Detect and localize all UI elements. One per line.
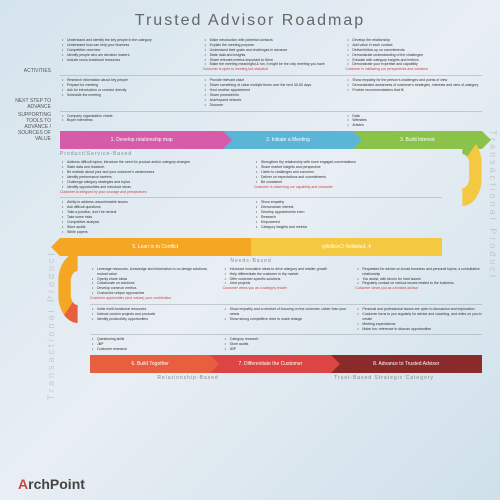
curve-left <box>58 253 78 323</box>
step-2: 2. Initiate a Meeting <box>223 131 352 149</box>
col-2-list: Make introduction with potential contact… <box>203 38 340 67</box>
nextstep-row-1: Research information about key peoplePre… <box>60 78 482 107</box>
activities-row-2: Address difficult topics; introduce the … <box>60 160 442 194</box>
vertical-text-right: Transactional Product <box>488 130 498 280</box>
roadmap-arrows-2: 4. Establish Credibility 5. Lean in to C… <box>60 238 442 256</box>
step-7: 7. Differentiate the Customer <box>210 355 330 373</box>
step-5: 5. Lean in to Conflict <box>60 238 251 256</box>
tools-row-1: Company organization chartsBuyer intervi… <box>60 114 482 129</box>
step-6: 6. Build Together <box>90 355 210 373</box>
activities-row-3: Leverage resources, knowledge and inform… <box>90 267 482 301</box>
roadmap-arrows-1: 1. Develop relationship map 2. Initiate … <box>60 131 482 149</box>
col-1-list: Understand and identify the key people i… <box>60 38 197 62</box>
step-8: 8. Advance to Trusted Advisor <box>331 355 483 373</box>
nextstep-row-2: Ability to address uncomfortable issuesA… <box>60 200 442 234</box>
road-label-2: Needs-Based <box>60 258 442 264</box>
bottom-labels: Relationship-Based Trust-Based Strategic… <box>90 375 482 381</box>
tools-row-3: Questioning skillsJBPCustomer research C… <box>90 337 482 352</box>
road-label-1: Product/Service-Based <box>60 151 482 157</box>
step-1: 1. Develop relationship map <box>60 131 223 149</box>
step-4: 4. Establish Credibility <box>251 238 442 256</box>
activities-row-1: Understand and identify the key people i… <box>60 38 482 72</box>
vertical-text-left: Transactional Product <box>46 250 56 400</box>
col-3-list: Develop the relationshipAdd value in eac… <box>345 38 482 67</box>
logo: ArchPoint <box>18 476 85 492</box>
side-labels: ACTIVITIES NEXT STEP TO ADVANCE SUPPORTI… <box>4 50 54 138</box>
main-title: Trusted Advisor Roadmap <box>18 12 482 30</box>
roadmap-arrows-3: 6. Build Together 7. Differentiate the C… <box>90 355 482 373</box>
nextstep-row-3: Invite multi-functional resourcesInstruc… <box>90 307 482 331</box>
